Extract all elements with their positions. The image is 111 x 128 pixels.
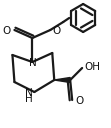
Text: H: H	[25, 94, 32, 104]
Text: OH: OH	[84, 62, 100, 72]
Text: N: N	[25, 88, 32, 98]
Polygon shape	[54, 77, 70, 83]
Text: N: N	[30, 58, 37, 68]
Text: O: O	[2, 26, 10, 36]
Text: O: O	[75, 96, 83, 106]
Text: O: O	[52, 26, 60, 36]
